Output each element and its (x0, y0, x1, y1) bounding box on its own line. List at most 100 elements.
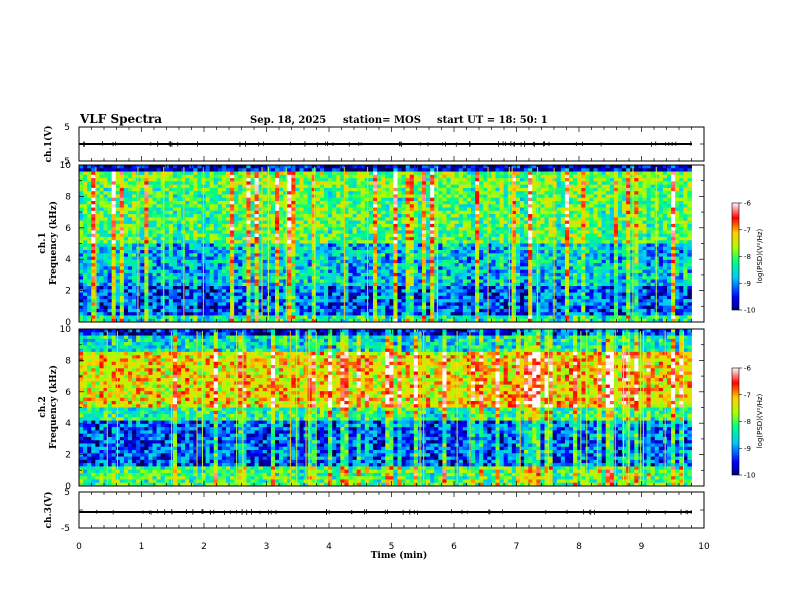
spectrogram-cell (417, 279, 423, 284)
spectrogram-cell (172, 305, 178, 310)
spectrogram-cell (107, 197, 113, 202)
spectrogram-cell (405, 253, 411, 257)
spectrogram-cell (352, 295, 358, 300)
spectrogram-cell (479, 204, 484, 208)
spectrogram-cell (466, 259, 472, 264)
spectrogram-cell (287, 223, 292, 228)
spectrogram-cell (352, 207, 358, 212)
spectrogram-cell (483, 256, 488, 261)
spectrogram-cell (270, 276, 276, 280)
spectrogram-cell (462, 308, 468, 313)
spectrogram-cell (446, 295, 451, 300)
spectrogram-cell (405, 243, 411, 248)
spectrogram-cell (368, 302, 374, 307)
spectrogram-cell (426, 191, 431, 195)
spectrogram-cell (234, 200, 239, 205)
spectrogram-cell (319, 197, 325, 202)
spectrogram-cell (471, 200, 476, 205)
spectrogram-cell (495, 220, 500, 225)
spectrogram-cell (438, 302, 443, 307)
spectrogram-cell (283, 269, 288, 274)
spectrogram-cell (291, 243, 296, 248)
spectrogram-cell (205, 191, 211, 195)
spectrogram-cell (368, 292, 374, 297)
spectrogram-cell (197, 187, 202, 192)
spectrogram-cell (299, 217, 304, 221)
spectrogram-cell (258, 204, 264, 208)
spectrogram-cell (311, 289, 317, 293)
spectrogram-cell (160, 315, 166, 320)
spectrogram-cell (250, 184, 255, 189)
spectrogram-cell (242, 187, 247, 192)
spectrogram-cell (434, 204, 439, 208)
spectrogram-cell (405, 200, 411, 205)
spectrogram-cell (262, 233, 268, 238)
spectrogram-cell (385, 315, 390, 320)
spectrogram-cell (356, 272, 362, 277)
spectrogram-cell (499, 308, 505, 313)
spectrogram-cell (450, 299, 456, 303)
spectrogram-cell (283, 184, 288, 189)
spectrogram-cell (479, 276, 484, 280)
spectrogram-cell (115, 246, 121, 251)
spectrogram-cell (360, 315, 366, 320)
spectrogram-cell (299, 256, 304, 261)
spectrogram-cell (144, 269, 149, 274)
spectrogram-cell (172, 184, 178, 189)
spectrogram-cell (405, 269, 411, 274)
spectrogram-cell (205, 302, 211, 307)
spectrogram-cell (413, 292, 419, 297)
spectrogram-cell (181, 210, 186, 215)
spectrogram-cell (487, 178, 492, 182)
spectrogram-cell (242, 292, 247, 297)
spectrogram-cell (458, 214, 464, 218)
spectrogram-cell (352, 308, 358, 313)
spectrogram-cell (132, 200, 137, 205)
spectrogram-cell (197, 282, 202, 287)
spectrogram-cell (426, 312, 431, 316)
spectrogram-cell (307, 305, 313, 310)
spectrogram-cell (307, 168, 313, 172)
spectrogram-cell (140, 191, 145, 195)
spectrogram-cell (381, 233, 386, 238)
spectrogram-cell (270, 207, 276, 212)
spectrogram-cell (479, 191, 484, 195)
spectrogram-cell (377, 223, 382, 228)
spectrogram-cell (417, 223, 423, 228)
spectrogram-cell (238, 178, 243, 182)
spectrogram-cell (344, 250, 349, 254)
spectrogram-cell (422, 233, 427, 238)
spectrogram-cell (446, 253, 451, 257)
spectrogram-cell (471, 171, 476, 176)
spectrogram-cell (426, 204, 431, 208)
spectrogram-cell (495, 165, 500, 169)
spectrogram-cell (152, 243, 157, 248)
spectrogram-cell (279, 305, 284, 310)
spectrogram-cell (230, 286, 235, 290)
spectrogram-cell (311, 168, 317, 172)
spectrogram-cell (328, 233, 333, 238)
spectrogram-cell (377, 207, 382, 212)
spectrogram-cell (275, 233, 280, 238)
spectrogram-cell (197, 194, 202, 199)
spectrogram-cell (401, 240, 407, 244)
spectrogram-cell (119, 230, 125, 235)
spectrogram-cell (471, 227, 476, 231)
spectrogram-cell (189, 181, 194, 186)
spectrogram-cell (438, 236, 443, 241)
spectrogram-cell (442, 165, 447, 169)
spectrogram-cell (140, 233, 145, 238)
spectrogram-cell (450, 286, 456, 290)
spectrogram-cell (91, 243, 96, 248)
spectrogram-cell (270, 266, 276, 271)
spectrogram-cell (140, 305, 145, 310)
spectrogram-cell (91, 230, 96, 235)
spectrogram-cell (499, 266, 505, 271)
spectrogram-cell (172, 243, 178, 248)
spectrogram-cell (319, 171, 325, 176)
spectrogram-cell (234, 217, 239, 221)
spectrogram-cell (299, 223, 304, 228)
spectrogram-cell (238, 286, 243, 290)
spectrogram-cell (164, 184, 170, 189)
spectrogram-cell (499, 279, 505, 284)
